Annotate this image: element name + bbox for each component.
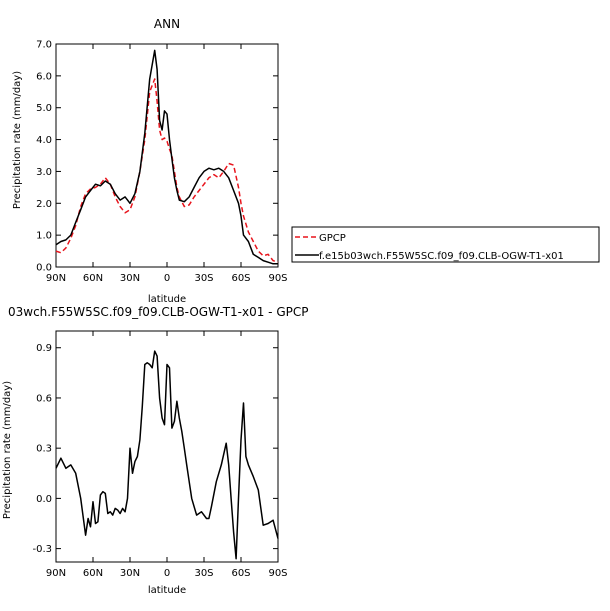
x-tick-label: 0 — [164, 568, 170, 579]
x-tick-label: 90S — [268, 568, 287, 579]
x-tick-label: 30N — [120, 568, 140, 579]
y-tick-label: 2.0 — [36, 199, 52, 210]
y-tick-label: 0.0 — [36, 263, 52, 274]
y-tick-label: 1.0 — [36, 231, 52, 242]
y-tick-label: -0.3 — [32, 544, 52, 555]
y-tick-label: 4.0 — [36, 135, 52, 146]
plot-frame — [55, 43, 279, 268]
bottom-panel: 03wch.F55W5SC.f09_f09.CLB-OGW-T1-x01 - G… — [2, 305, 308, 596]
series-line-model — [55, 49, 278, 265]
y-tick-label: 0.3 — [36, 444, 52, 455]
legend: GPCP f.e15b03wch.F55W5SC.f09_f09.CLB-OGW… — [291, 226, 600, 263]
x-tick-label: 90S — [268, 273, 287, 284]
y-axis-label: Precipitation rate (mm/day) — [2, 381, 13, 519]
legend-label-model: f.e15b03wch.F55W5SC.f09_f09.CLB-OGW-T1-x… — [319, 251, 564, 262]
plot-lines — [55, 350, 279, 560]
x-axis: 90N 60N 30N 0 30S 60S 90S — [46, 331, 288, 579]
y-axis: 0.0 1.0 2.0 3.0 4.0 5.0 6.0 7.0 — [36, 40, 278, 274]
x-axis-label: latitude — [148, 585, 186, 596]
x-tick-label: 30S — [194, 568, 213, 579]
difference-line — [55, 350, 279, 560]
y-tick-label: 5.0 — [36, 103, 52, 114]
difference-chart-title: 03wch.F55W5SC.f09_f09.CLB-OGW-T1-x01 - G… — [8, 305, 308, 319]
x-tick-label: 0 — [164, 273, 170, 284]
x-tick-label: 60N — [83, 273, 103, 284]
top-panel: ANN 90N 60N 30N 0 30S 60S 90S 0.0 1.0 2.0 3.0 4.0 5… — [12, 17, 288, 305]
x-tick-label: 60S — [231, 568, 250, 579]
y-tick-label: 3.0 — [36, 167, 52, 178]
y-tick-label: 6.0 — [36, 71, 52, 82]
y-axis: -0.3 0.0 0.3 0.6 0.9 — [32, 343, 278, 555]
y-tick-label: 0.9 — [36, 343, 52, 354]
series-line-gpcp — [55, 78, 279, 263]
x-tick-label: 30S — [194, 273, 213, 284]
x-tick-label: 90N — [46, 273, 66, 284]
legend-label-gpcp: GPCP — [319, 233, 346, 244]
x-axis: 90N 60N 30N 0 30S 60S 90S — [46, 44, 288, 284]
x-tick-label: 60S — [231, 273, 250, 284]
x-axis-label: latitude — [148, 294, 186, 305]
legend-box — [291, 226, 600, 263]
y-tick-label: 0.0 — [36, 494, 52, 505]
y-tick-label: 0.6 — [36, 393, 52, 404]
y-tick-label: 7.0 — [36, 40, 52, 51]
y-axis-label: Precipitation rate (mm/day) — [12, 71, 23, 209]
chart-title: ANN — [154, 17, 180, 31]
x-tick-label: 90N — [46, 568, 66, 579]
x-tick-label: 60N — [83, 568, 103, 579]
plot-lines — [55, 49, 279, 265]
x-tick-label: 30N — [120, 273, 140, 284]
